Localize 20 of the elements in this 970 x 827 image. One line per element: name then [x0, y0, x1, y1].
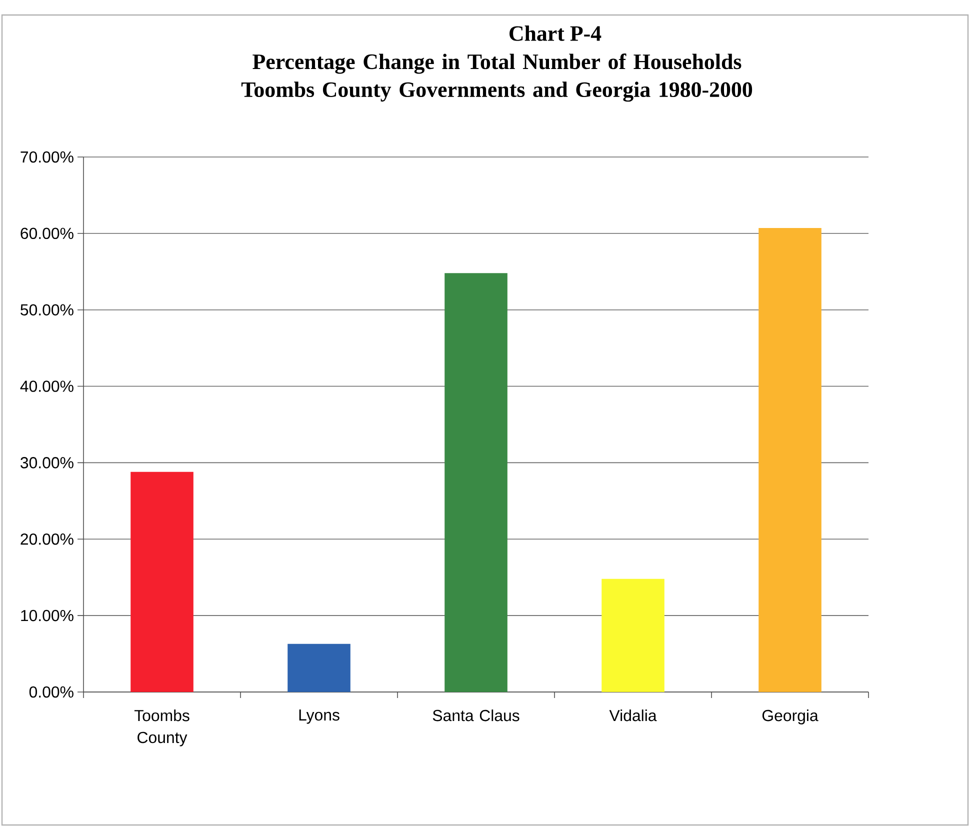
chart-title: Chart P-4: [510, 26, 602, 41]
bar: [758, 228, 822, 692]
y-tick-label: 30.00%: [20, 457, 74, 468]
y-tick-label: 0.00%: [29, 686, 74, 698]
x-tick-label: Toombs County: [134, 710, 190, 746]
bar: [602, 578, 664, 692]
bar: [288, 644, 350, 692]
y-tick-label: 20.00%: [20, 533, 74, 545]
bar: [130, 472, 194, 692]
x-tick-label: Santa Claus: [432, 710, 520, 722]
bar: [444, 273, 508, 692]
x-tick-label: Georgia: [762, 710, 818, 724]
y-tick-label: 60.00%: [20, 228, 74, 240]
y-tick-label: 70.00%: [20, 151, 74, 163]
x-tick-label: Lyons: [299, 710, 340, 724]
chart-subtitle: Percentage Change in Total Number of Households Toombs County Governments and Georgia 1980-2000: [241, 54, 752, 102]
y-tick-label: 40.00%: [20, 380, 74, 392]
y-tick-label: 50.00%: [20, 304, 74, 316]
x-tick-label: Vidalia: [609, 710, 657, 722]
y-tick-label: 10.00%: [21, 610, 74, 622]
